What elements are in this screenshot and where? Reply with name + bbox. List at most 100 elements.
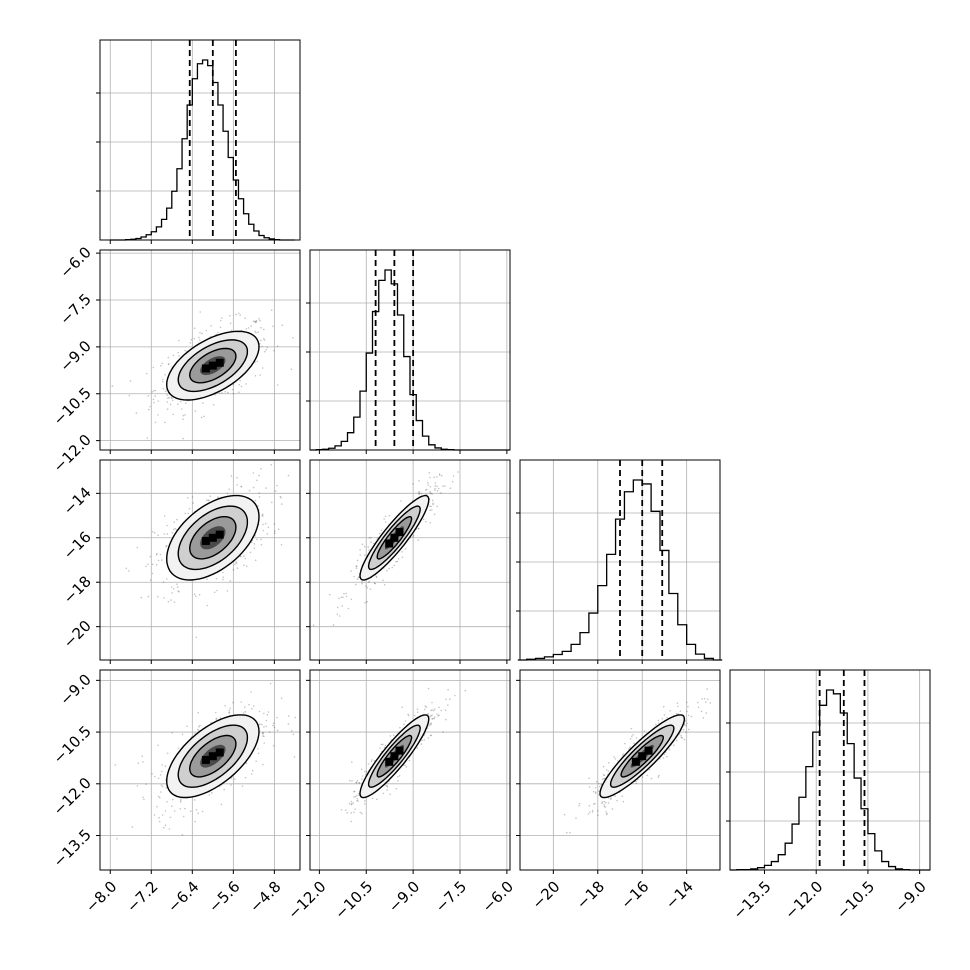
scatter-point xyxy=(273,523,276,525)
scatter-point xyxy=(376,798,378,800)
scatter-point xyxy=(356,578,359,580)
scatter-point xyxy=(600,783,602,786)
scatter-point xyxy=(250,541,253,544)
density-peak xyxy=(390,533,399,542)
scatter-point xyxy=(438,714,440,716)
scatter-point xyxy=(431,718,433,720)
scatter-point xyxy=(160,791,162,793)
scatter-point xyxy=(366,600,368,603)
scatter-point xyxy=(445,698,447,701)
scatter-point xyxy=(687,714,690,717)
scatter-point xyxy=(171,397,173,400)
scatter-point xyxy=(184,512,186,515)
scatter-point xyxy=(172,354,175,357)
scatter-point xyxy=(253,547,255,550)
scatter-point xyxy=(354,808,357,810)
scatter-point xyxy=(161,785,164,788)
scatter-point xyxy=(360,768,363,771)
scatter-point xyxy=(259,374,262,376)
scatter-point xyxy=(627,748,630,750)
scatter-point xyxy=(265,522,267,525)
scatter-point xyxy=(167,356,170,359)
scatter-point xyxy=(588,777,590,779)
scatter-point xyxy=(350,570,352,572)
scatter-point xyxy=(707,698,709,700)
scatter-point xyxy=(255,331,257,334)
scatter-point xyxy=(427,687,430,690)
scatter-point xyxy=(294,716,297,719)
density-peak xyxy=(208,533,217,542)
scatter-point xyxy=(705,712,708,714)
panel-3-2 xyxy=(516,669,721,874)
scatter-point xyxy=(629,737,632,740)
scatter-point xyxy=(368,549,370,551)
scatter-point xyxy=(622,753,625,755)
scatter-point xyxy=(267,526,270,529)
scatter-point xyxy=(240,485,243,488)
density-peak xyxy=(395,746,404,755)
scatter-point xyxy=(228,711,231,713)
scatter-point xyxy=(182,437,184,440)
scatter-point xyxy=(143,798,145,801)
scatter-point xyxy=(157,744,159,747)
scatter-point xyxy=(431,709,434,711)
scatter-point xyxy=(682,729,685,731)
scatter-point xyxy=(680,736,683,739)
scatter-point xyxy=(342,596,344,599)
scatter-point xyxy=(187,497,189,499)
scatter-point xyxy=(208,499,210,501)
scatter-point xyxy=(184,349,186,352)
scatter-point xyxy=(272,724,274,727)
scatter-point xyxy=(281,324,284,327)
scatter-point xyxy=(436,505,439,508)
x-tick-label: −7.2 xyxy=(123,878,161,916)
scatter-point xyxy=(407,714,410,717)
scatter-point xyxy=(603,804,605,806)
scatter-point xyxy=(234,778,236,780)
scatter-point xyxy=(257,331,260,334)
scatter-point xyxy=(354,795,357,798)
scatter-point xyxy=(137,762,140,765)
scatter-point xyxy=(131,826,134,828)
scatter-point xyxy=(353,796,355,798)
scatter-point xyxy=(594,802,596,805)
scatter-point xyxy=(244,776,247,779)
scatter-point xyxy=(408,759,411,762)
scatter-point xyxy=(260,326,262,329)
scatter-point xyxy=(261,345,263,348)
x-tick-label: −16 xyxy=(617,878,652,913)
scatter-point xyxy=(440,492,442,494)
scatter-point xyxy=(355,567,358,569)
scatter-point xyxy=(259,723,261,725)
scatter-point xyxy=(624,742,626,745)
scatter-point xyxy=(229,707,231,710)
scatter-point xyxy=(189,810,192,812)
scatter-point xyxy=(350,812,353,814)
scatter-point xyxy=(174,527,176,530)
scatter-point xyxy=(230,475,233,477)
scatter-point xyxy=(205,329,208,332)
scatter-point xyxy=(241,785,244,787)
scatter-point xyxy=(382,792,385,795)
scatter-point xyxy=(199,724,201,727)
scatter-point xyxy=(386,786,389,788)
scatter-point xyxy=(633,742,635,745)
scatter-point xyxy=(145,565,147,568)
scatter-point xyxy=(261,515,264,517)
scatter-point xyxy=(171,399,174,402)
scatter-point xyxy=(578,802,581,805)
scatter-point xyxy=(240,555,242,558)
scatter-point xyxy=(438,473,441,475)
scatter-point xyxy=(206,604,209,607)
scatter-point xyxy=(429,522,432,524)
scatter-point xyxy=(425,706,428,708)
scatter-point xyxy=(170,805,173,807)
scatter-point xyxy=(429,734,432,737)
scatter-point xyxy=(391,566,394,569)
scatter-point xyxy=(697,701,699,704)
scatter-point xyxy=(643,730,646,732)
scatter-point xyxy=(253,543,256,545)
scatter-point xyxy=(361,543,364,546)
scatter-point xyxy=(569,832,571,834)
scatter-point xyxy=(690,715,693,718)
